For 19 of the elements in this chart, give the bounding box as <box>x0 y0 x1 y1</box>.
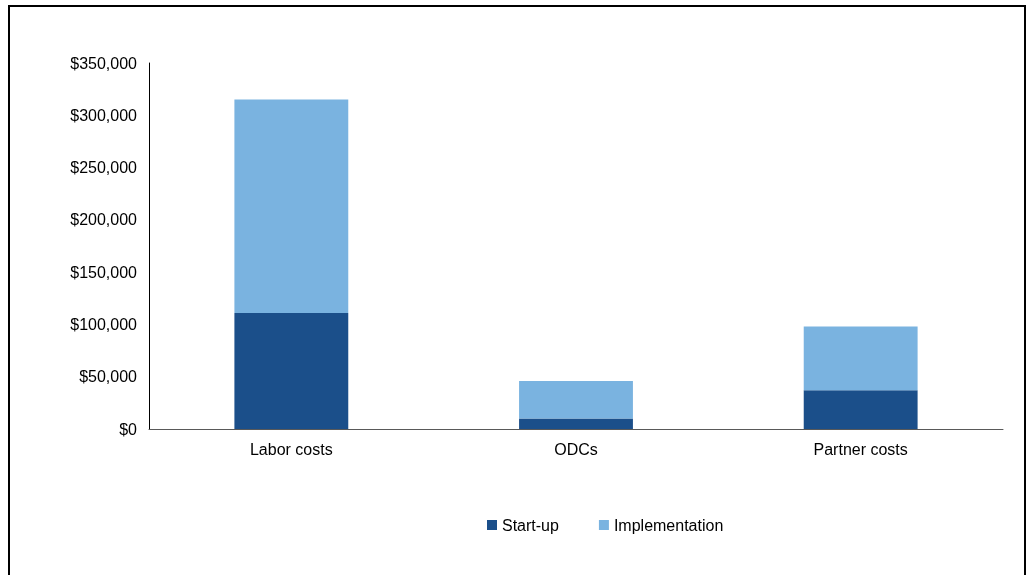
bar <box>803 326 918 391</box>
x-tick-label: Labor costs <box>249 440 333 458</box>
y-tick-label: $0 <box>119 420 138 438</box>
y-tick-label: $300,000 <box>70 106 138 124</box>
legend-label: Start-up <box>502 516 560 534</box>
bar <box>234 99 349 313</box>
y-tick-label: $350,000 <box>70 54 138 72</box>
y-tick-label: $100,000 <box>70 315 138 333</box>
bar <box>234 312 349 429</box>
y-tick-label: $200,000 <box>70 211 138 229</box>
bar <box>519 380 633 419</box>
y-tick-label: $150,000 <box>70 263 138 281</box>
bar <box>519 418 633 429</box>
y-tick-label: $250,000 <box>70 159 138 177</box>
x-tick-label: Partner costs <box>813 440 908 458</box>
legend-label: Implementation <box>613 516 724 534</box>
bar <box>803 390 918 429</box>
x-tick-label: ODCs <box>554 440 598 458</box>
y-tick-label: $50,000 <box>79 368 138 386</box>
